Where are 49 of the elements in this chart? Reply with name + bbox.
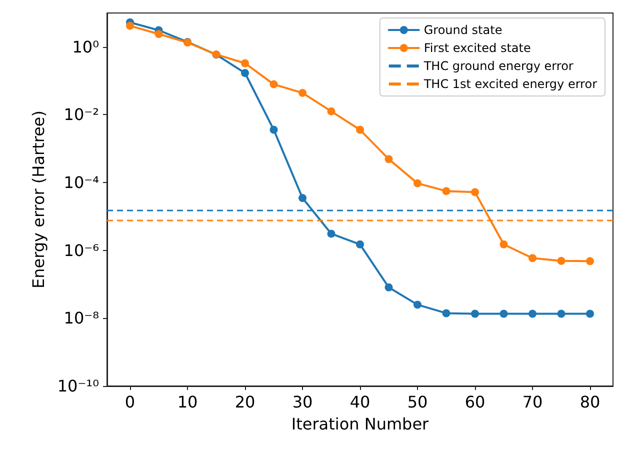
x-tick-label: 80 [580,392,600,412]
point [500,240,508,248]
point [500,310,508,318]
x-tick-label: 30 [292,392,313,412]
point [154,30,163,38]
point [528,310,536,318]
point [384,283,393,292]
x-tick-label: 40 [350,392,370,412]
legend-label: First excited state [424,41,531,55]
y-tick-label: 10⁻⁴ [64,173,99,192]
point [298,194,306,202]
legend-label: THC ground energy error [422,59,574,73]
x-tick-label: 60 [464,392,486,412]
point [442,187,450,196]
point [557,310,566,318]
point [528,254,536,262]
y-tick-label: 10⁻¹⁰ [57,376,99,396]
point [270,126,278,134]
point [586,257,594,266]
legend-label: THC 1st excited energy error [422,77,598,91]
point [384,155,393,164]
x-tick-label: 10 [177,392,198,412]
point [356,126,364,134]
point [442,309,450,318]
x-tick-label: 0 [124,392,136,412]
point [586,310,594,318]
y-axis-title: Energy error (Hartree) [28,110,48,289]
x-axis-title: Iteration Number [291,414,430,434]
point [270,80,278,88]
point [557,256,566,265]
point [126,22,134,30]
x-tick-label: 50 [407,392,428,412]
point [471,310,479,318]
point [298,88,306,97]
point [241,59,249,68]
point [356,240,364,248]
point [471,188,479,196]
x-tick-label: 70 [522,392,543,412]
y-tick-label: 10⁰ [72,37,99,56]
point [414,179,422,188]
y-tick-label: 10⁻⁶ [64,240,99,260]
point [414,300,422,309]
point [327,107,336,116]
y-tick-label: 10⁻⁸ [64,308,99,328]
point [327,230,336,238]
legend-label: Ground state [424,23,502,37]
x-tick-label: 20 [234,392,256,412]
point [241,69,249,77]
y-tick-label: 10⁻² [64,105,99,124]
